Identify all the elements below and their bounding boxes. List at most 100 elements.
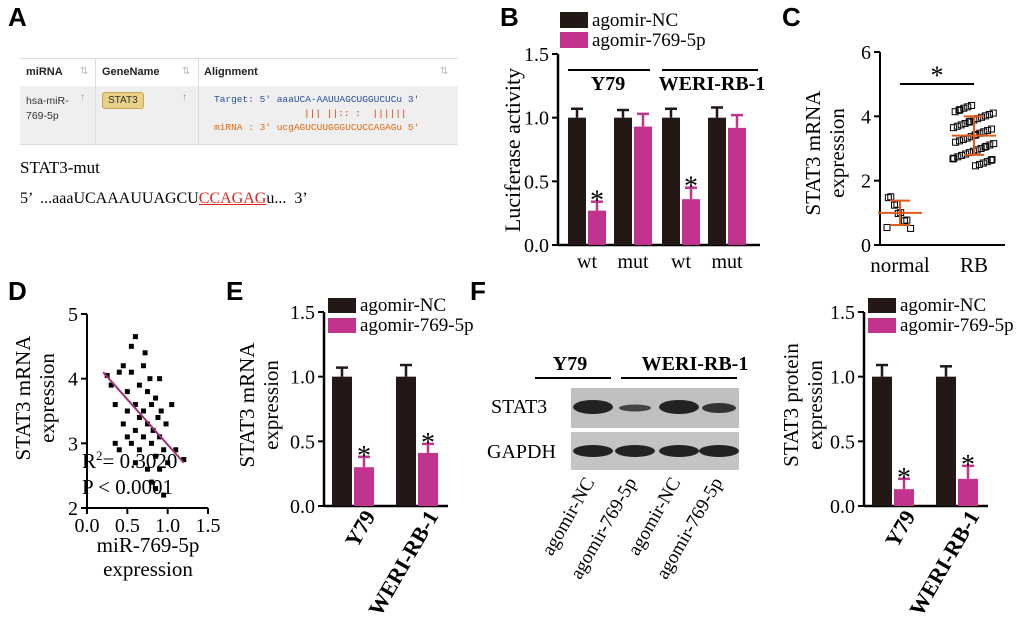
y-tick-label: 1.5 bbox=[830, 302, 855, 324]
chart-d-ylabel-1: STAT3 mRNA bbox=[11, 335, 35, 461]
y-tick-label: 0.0 bbox=[290, 496, 315, 518]
data-point bbox=[966, 117, 974, 125]
chart-d-xlabel-2: expression bbox=[103, 557, 193, 581]
significance-star: * bbox=[590, 186, 604, 217]
band bbox=[659, 445, 699, 457]
data-point bbox=[883, 224, 891, 232]
data-point bbox=[161, 492, 167, 498]
data-point bbox=[165, 460, 171, 466]
panel-letter-a: A bbox=[8, 2, 27, 32]
y-tick-label: 4 bbox=[68, 369, 78, 391]
data-point bbox=[988, 125, 996, 133]
y-tick-label: 1.0 bbox=[290, 367, 315, 389]
arrow-up-icon: ↑ bbox=[182, 92, 187, 103]
bar bbox=[568, 117, 586, 245]
bar bbox=[614, 117, 632, 245]
data-point bbox=[951, 108, 959, 116]
data-point bbox=[957, 121, 965, 129]
mirna-name-line2: 769-5p bbox=[26, 110, 59, 122]
significance-star: * bbox=[931, 61, 944, 90]
y-tick-label: 1.5 bbox=[290, 302, 315, 324]
data-point bbox=[120, 421, 126, 427]
legend-swatch-ago bbox=[560, 32, 588, 48]
data-point bbox=[155, 414, 161, 420]
data-point bbox=[124, 434, 130, 440]
chart-b: Luciferase activity 0.00.51.01.5 * *wt mut… bbox=[500, 10, 765, 273]
column-divider bbox=[95, 58, 96, 144]
data-point bbox=[132, 334, 138, 340]
data-point bbox=[153, 486, 159, 492]
mut-suffix: u... 3’ bbox=[266, 190, 308, 207]
data-point bbox=[112, 440, 118, 446]
legend-label-nc: agomir-NC bbox=[592, 10, 678, 31]
data-point bbox=[145, 466, 150, 472]
bar bbox=[588, 210, 606, 245]
sort-icon[interactable]: ⇅ bbox=[182, 66, 191, 77]
panel-letter-b: B bbox=[500, 2, 519, 32]
legend-label-ago: agomir-769-5p bbox=[360, 315, 474, 336]
column-divider bbox=[198, 58, 199, 144]
y-tick-label: 3 bbox=[68, 433, 78, 455]
mut-prefix: 5’ ...aaaUCAAAUUAGCU bbox=[20, 190, 199, 207]
data-point bbox=[982, 142, 990, 150]
data-point bbox=[907, 224, 915, 232]
data-point bbox=[157, 466, 163, 472]
data-point bbox=[116, 447, 122, 453]
legend-label-nc: agomir-NC bbox=[900, 295, 986, 316]
legend-swatch-nc bbox=[560, 12, 588, 28]
panel-letter-f: F bbox=[470, 276, 486, 306]
y-tick-label: 6 bbox=[861, 42, 871, 64]
x-label-y79: Y79 bbox=[340, 506, 381, 551]
chart-c: STAT3 mRNA expression 0 2 4 6 * normal RB bbox=[801, 42, 1005, 277]
y-tick-label: 0.0 bbox=[830, 496, 855, 518]
data-point bbox=[981, 143, 989, 151]
legend-swatch-ago bbox=[868, 318, 896, 333]
mut-highlight: CCAGAG bbox=[198, 190, 267, 207]
western-blot: Y79 WERI-RB-1 STAT3 GAPDH agomir-NC agom… bbox=[487, 353, 748, 583]
sort-icon[interactable]: ⇅ bbox=[440, 66, 449, 77]
data-point bbox=[140, 434, 146, 440]
bar bbox=[396, 376, 416, 506]
col-header-genename[interactable]: GeneName bbox=[102, 66, 160, 78]
data-point bbox=[950, 154, 958, 162]
y-tick-label: 0.5 bbox=[830, 431, 855, 453]
x-tick-label: 1.5 bbox=[196, 515, 221, 537]
panel-letter-d: D bbox=[8, 276, 27, 306]
data-point bbox=[900, 217, 908, 225]
data-point bbox=[979, 159, 987, 167]
legend-swatch-ago bbox=[328, 318, 356, 333]
band bbox=[619, 404, 651, 412]
sort-icon[interactable]: ⇅ bbox=[80, 66, 89, 77]
x-tick-label: wt bbox=[671, 251, 691, 273]
data-point bbox=[949, 124, 957, 132]
r2-label: R bbox=[82, 449, 96, 473]
data-point bbox=[158, 408, 164, 414]
band bbox=[615, 445, 655, 457]
data-point bbox=[116, 369, 122, 375]
bar bbox=[634, 126, 652, 245]
col-header-alignment[interactable]: Alignment bbox=[204, 66, 258, 78]
data-point bbox=[149, 402, 155, 408]
y-tick-label: 0.5 bbox=[524, 171, 549, 193]
legend-label-nc: agomir-NC bbox=[360, 295, 446, 316]
data-point bbox=[990, 140, 998, 148]
col-header-mirna[interactable]: miRNA bbox=[26, 66, 63, 78]
chart-d-ylabel-2: expression bbox=[35, 353, 59, 443]
y-tick-label: 1.0 bbox=[524, 108, 549, 130]
data-point bbox=[972, 131, 980, 139]
x-tick-label: wt bbox=[577, 251, 597, 273]
chart-e: STAT3 mRNA expression 0.0 0.5 1.0 1.5 * * ag… bbox=[235, 295, 474, 620]
mut-sequence: 5’ ...aaaUCAAAUUAGCUCCAGAGu... 3’ bbox=[20, 190, 308, 208]
legend-swatch-nc bbox=[868, 298, 896, 313]
panel-letter-c: C bbox=[782, 2, 801, 32]
data-point bbox=[128, 369, 134, 375]
data-point bbox=[142, 350, 148, 356]
data-point bbox=[977, 144, 985, 152]
chart-f-ylabel-2: expression bbox=[803, 360, 827, 450]
mut-label: STAT3-mut bbox=[20, 158, 100, 177]
bar bbox=[332, 376, 352, 506]
data-point bbox=[956, 106, 964, 114]
data-point bbox=[161, 447, 167, 453]
data-point bbox=[975, 160, 983, 168]
x-label-normal: normal bbox=[870, 253, 930, 277]
